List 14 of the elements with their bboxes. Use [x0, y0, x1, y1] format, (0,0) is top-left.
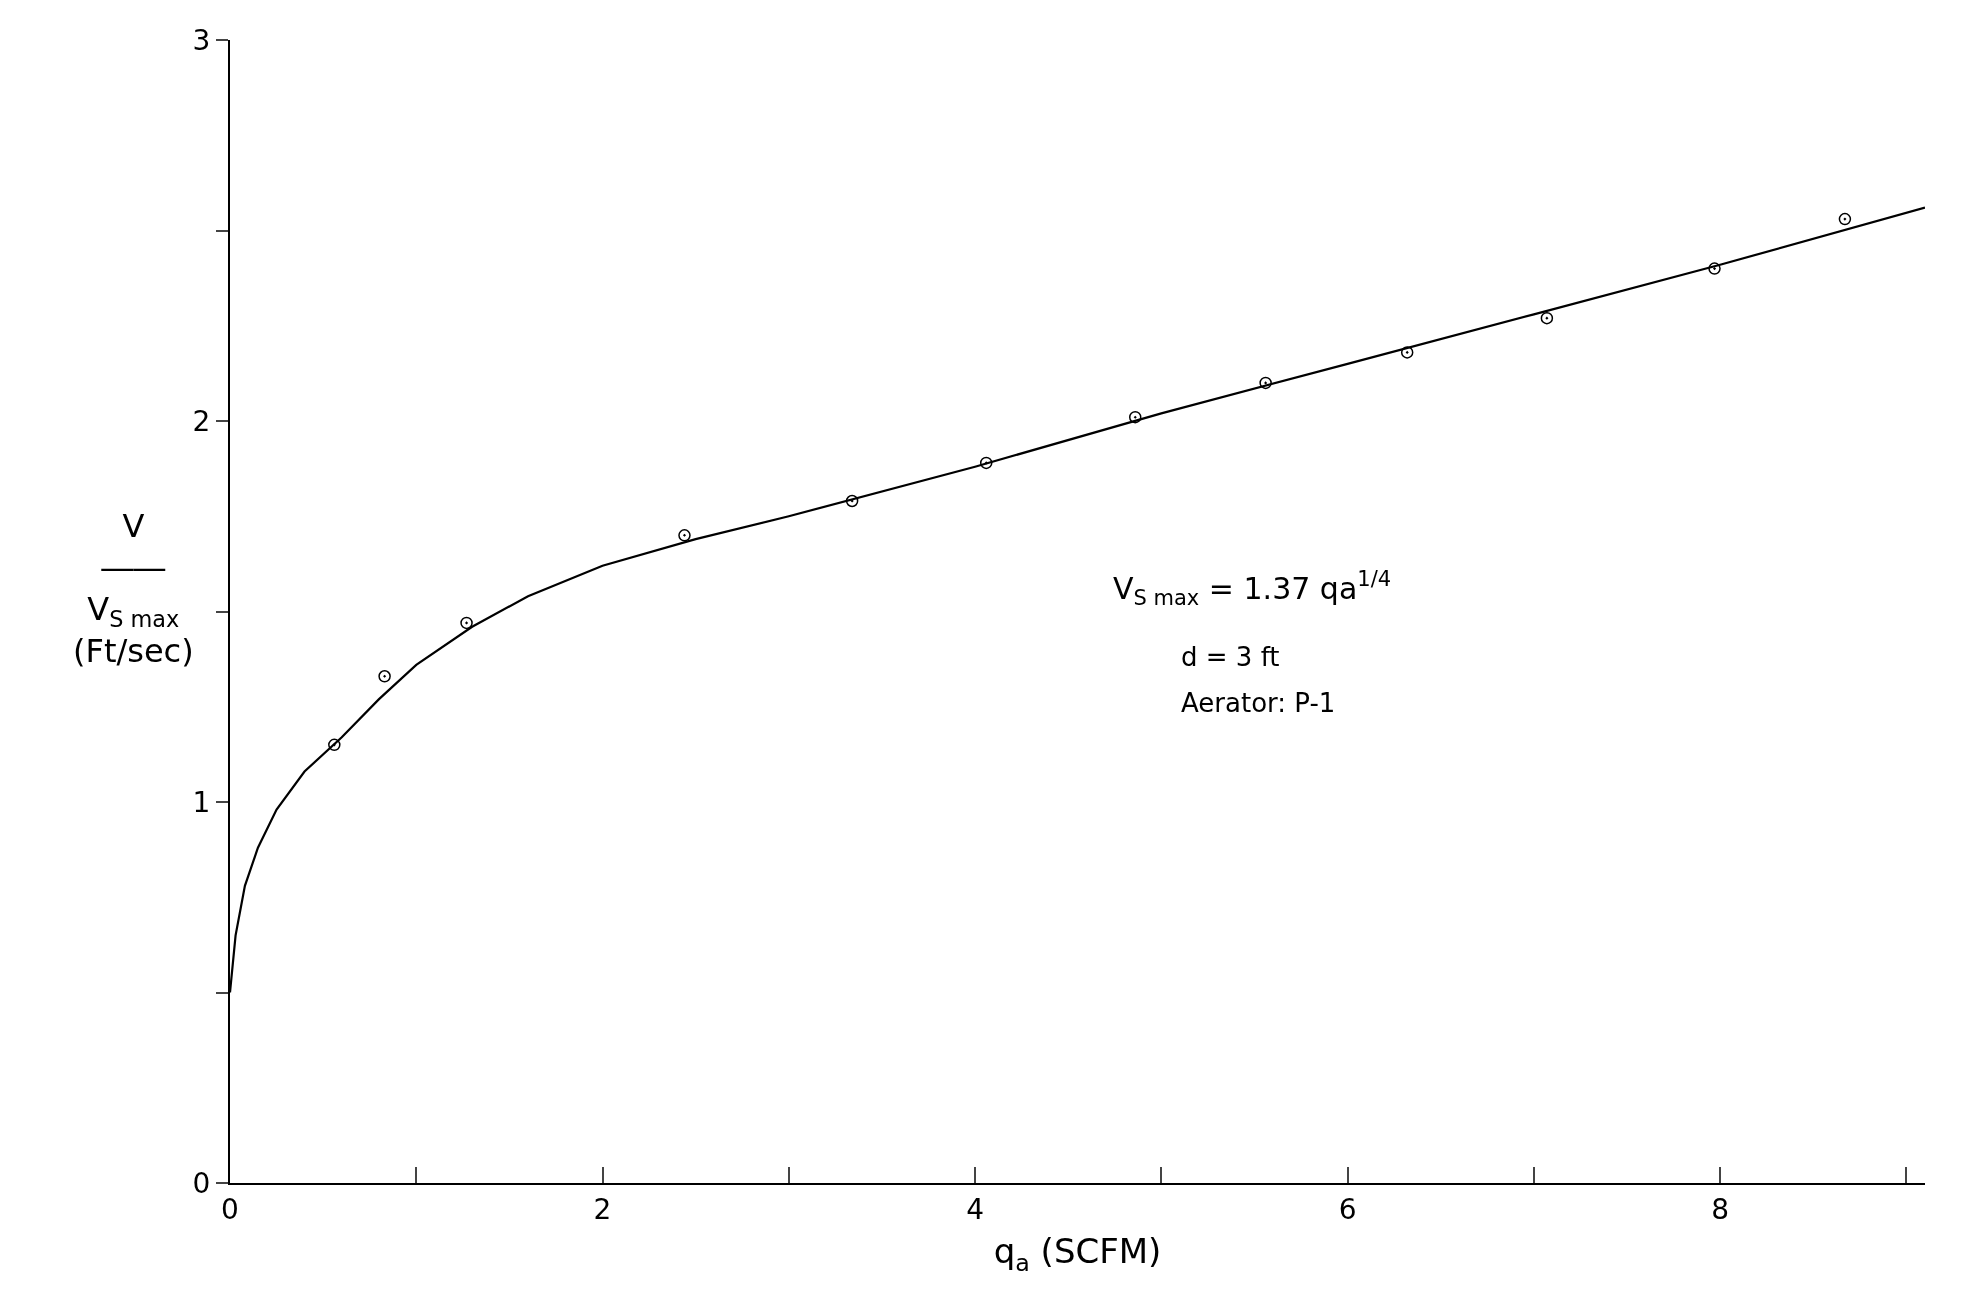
- x-tick-label: 6: [1338, 1192, 1357, 1226]
- y-tick-label: 1: [192, 785, 211, 819]
- y-tick-label: 3: [192, 23, 211, 57]
- y-axis-title: V ―― V$_{S max}$ (Ft/sec): [73, 507, 194, 670]
- x-tick-label: 8: [1711, 1192, 1730, 1226]
- annotation: d = 3 ft: [1181, 642, 1280, 672]
- y-tick-label: 0: [192, 1166, 211, 1200]
- x-tick-label: 4: [966, 1192, 984, 1226]
- x-axis-title: q$_{a}$ (SCFM): [993, 1231, 1162, 1277]
- x-tick-label: 0: [221, 1192, 239, 1226]
- y-tick-label: 2: [192, 404, 211, 438]
- x-tick-label: 2: [593, 1192, 612, 1226]
- annotation: V$_{S max}$ = 1.37 qa$^{1/4}$: [1113, 567, 1392, 610]
- annotation: Aerator: P-1: [1181, 688, 1336, 718]
